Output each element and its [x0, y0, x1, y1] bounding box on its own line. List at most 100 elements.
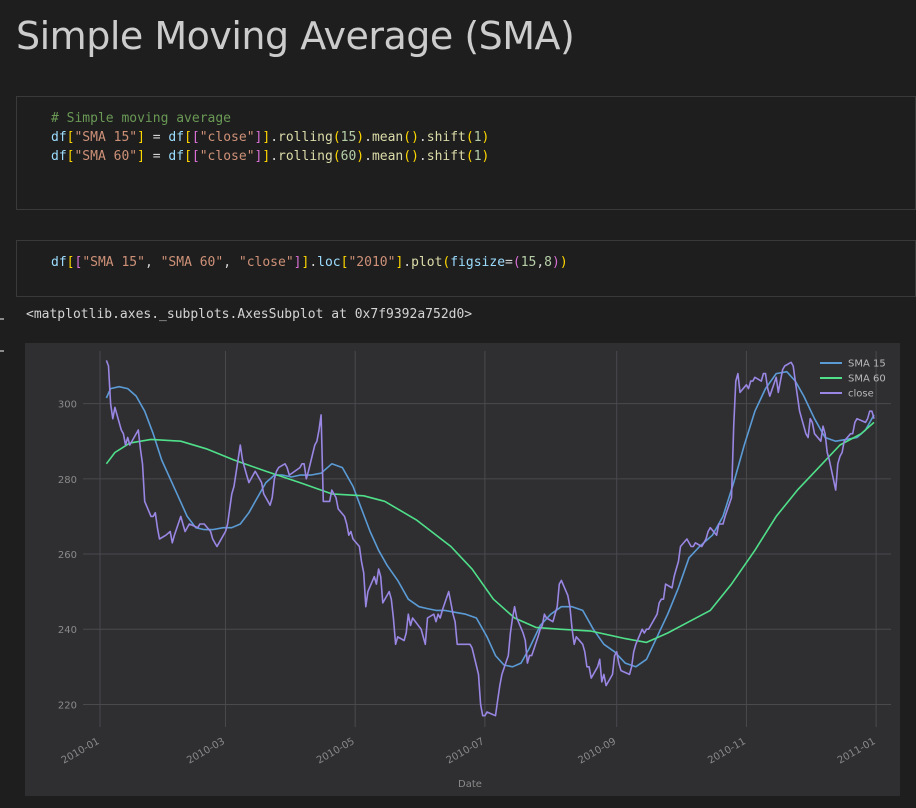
x-tick-label: 2010-05 [315, 736, 357, 766]
code-token: # Simple moving average [51, 111, 232, 126]
x-tick-label: 2010-09 [577, 736, 619, 766]
code-token: 15 [520, 255, 537, 270]
code-token: ) [356, 130, 365, 145]
code-token: () [403, 149, 419, 164]
code-token: [ [184, 149, 192, 164]
code-cell-sma[interactable]: # Simple moving average df["SMA 15"] = df… [16, 96, 916, 210]
y-tick-label: 220 [58, 700, 77, 711]
code-token: ( [332, 130, 341, 145]
gutter-marker [0, 318, 4, 320]
code-line: df["SMA 60"] = df[["close"]].rolling(60)… [51, 147, 489, 166]
code-editor[interactable]: df[["SMA 15", "SMA 60", "close"]].loc["2… [51, 253, 568, 272]
code-token: ] [262, 149, 271, 164]
code-token: [ [66, 149, 75, 164]
x-tick-label: 2010-11 [706, 736, 748, 766]
sma-chart: 220 240 260 280 300 2010-01 2010-03 2010-05 2010… [58, 351, 891, 790]
code-token: mean [371, 130, 404, 145]
code-token: 15 [340, 130, 357, 145]
code-token: df [168, 149, 185, 164]
legend-label: close [848, 389, 874, 400]
x-tick-label: 2011-01 [836, 736, 878, 766]
code-token: ) [356, 149, 365, 164]
code-token: 60 [340, 149, 357, 164]
code-token: plot [411, 255, 443, 270]
code-token: . [270, 149, 279, 164]
code-token: [ [74, 255, 83, 270]
code-line: # Simple moving average [51, 109, 489, 128]
code-token: [ [191, 149, 200, 164]
code-token: = [144, 130, 169, 145]
series-line-sma-60 [105, 421, 875, 644]
legend-label: SMA 15 [848, 359, 886, 370]
code-line: df[["SMA 15", "SMA 60", "close"]].loc["2… [51, 253, 568, 272]
y-tick-label: 300 [58, 400, 77, 411]
code-token: [ [66, 130, 75, 145]
code-token: figsize [450, 255, 506, 270]
code-token: "SMA 60" [74, 149, 138, 164]
code-token: , [144, 255, 161, 270]
page-title: Simple Moving Average (SMA) [16, 14, 575, 58]
code-token: df [51, 130, 67, 145]
code-token: [ [184, 130, 192, 145]
code-token: df [51, 149, 67, 164]
code-token: ] [293, 255, 302, 270]
cell-output-text: <matplotlib.axes._subplots.AxesSubplot a… [26, 307, 473, 322]
code-token: ) [481, 130, 490, 145]
y-tick-label: 260 [58, 550, 77, 561]
code-token: "close" [199, 149, 255, 164]
x-tick-label: 2010-07 [445, 736, 487, 766]
code-token: 8 [544, 255, 552, 270]
code-line: df["SMA 15"] = df[["close"]].rolling(15)… [51, 128, 489, 147]
code-token: "close" [199, 130, 255, 145]
code-token: ] [301, 255, 310, 270]
code-token: . [270, 130, 279, 145]
code-token: ] [262, 130, 271, 145]
code-token: shift [426, 149, 466, 164]
code-token: ] [137, 130, 145, 145]
code-token: () [403, 130, 419, 145]
code-token: . [403, 255, 412, 270]
code-token: ) [552, 255, 560, 270]
code-cell-plot[interactable]: df[["SMA 15", "SMA 60", "close"]].loc["2… [16, 240, 916, 297]
series-line-close [105, 360, 875, 717]
code-token: mean [371, 149, 404, 164]
code-token: rolling [278, 130, 333, 145]
code-token: [ [340, 255, 349, 270]
code-token: "SMA 15" [74, 130, 138, 145]
code-token: . [309, 255, 318, 270]
code-token: , [223, 255, 239, 270]
code-token: ( [465, 130, 474, 145]
code-token: df [168, 130, 185, 145]
series-line-sma-15 [105, 370, 875, 668]
code-token: [ [66, 255, 75, 270]
code-editor[interactable]: # Simple moving average df["SMA 15"] = df… [51, 109, 489, 166]
code-token: rolling [278, 149, 333, 164]
y-tick-label: 280 [58, 475, 77, 486]
code-token: ) [559, 255, 568, 270]
code-token: "2010" [348, 255, 396, 270]
code-token: 1 [473, 149, 482, 164]
code-token: ( [512, 255, 521, 270]
code-token: . [418, 130, 427, 145]
legend-label: SMA 60 [848, 374, 886, 385]
code-token: "SMA 15" [82, 255, 145, 270]
code-token: . [364, 130, 372, 145]
code-token: ] [254, 130, 263, 145]
code-token: = [144, 149, 169, 164]
code-token: , [536, 255, 545, 270]
code-token: ( [442, 255, 451, 270]
chart-area: 220 240 260 280 300 2010-01 2010-03 2010-05 2010… [25, 343, 900, 796]
code-token: ] [137, 149, 145, 164]
code-token: ] [254, 149, 263, 164]
y-tick-label: 240 [58, 625, 77, 636]
code-token: . [364, 149, 372, 164]
code-token: df [51, 255, 67, 270]
code-token: ) [481, 149, 490, 164]
code-token: ( [465, 149, 474, 164]
code-token: [ [191, 130, 200, 145]
code-token: shift [426, 130, 466, 145]
code-token: 1 [473, 130, 482, 145]
x-axis-label: Date [458, 779, 482, 790]
code-token: = [505, 255, 513, 270]
x-tick-label: 2010-03 [185, 736, 227, 766]
